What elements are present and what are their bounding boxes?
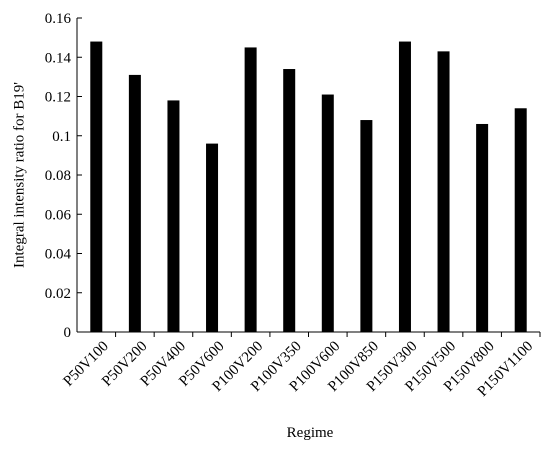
bar	[128, 74, 141, 332]
x-axis-label: Regime	[287, 425, 334, 441]
x-axis-ticks: P50V100P50V200P50V400P50V600P100V200P100…	[61, 332, 541, 400]
bar	[244, 47, 257, 332]
bar	[167, 100, 180, 332]
bar	[206, 143, 219, 332]
y-tick-label: 0.16	[45, 11, 72, 27]
bar	[283, 69, 296, 333]
bars	[90, 41, 527, 333]
y-tick-label: 0.06	[45, 207, 72, 223]
y-axis-ticks: 0 0.02 0.04 0.06 0.08 0.1 0.12 0.14 0.16	[45, 11, 82, 341]
bar	[360, 120, 373, 332]
bar	[514, 108, 527, 333]
y-tick-label: 0.14	[45, 50, 72, 66]
y-tick-label: 0.02	[45, 286, 71, 302]
y-tick-label: 0	[64, 325, 72, 341]
bar	[90, 41, 103, 333]
y-tick-label: 0.08	[45, 168, 71, 184]
bar	[476, 123, 489, 332]
y-tick-label: 0.1	[52, 129, 71, 145]
y-tick-label: 0.12	[45, 90, 71, 106]
bar	[321, 94, 334, 332]
y-tick-label: 0.04	[45, 247, 72, 263]
bar	[437, 51, 450, 333]
bar	[398, 41, 411, 333]
y-axis-label: Integral intensity ratio for B19'	[11, 82, 27, 268]
